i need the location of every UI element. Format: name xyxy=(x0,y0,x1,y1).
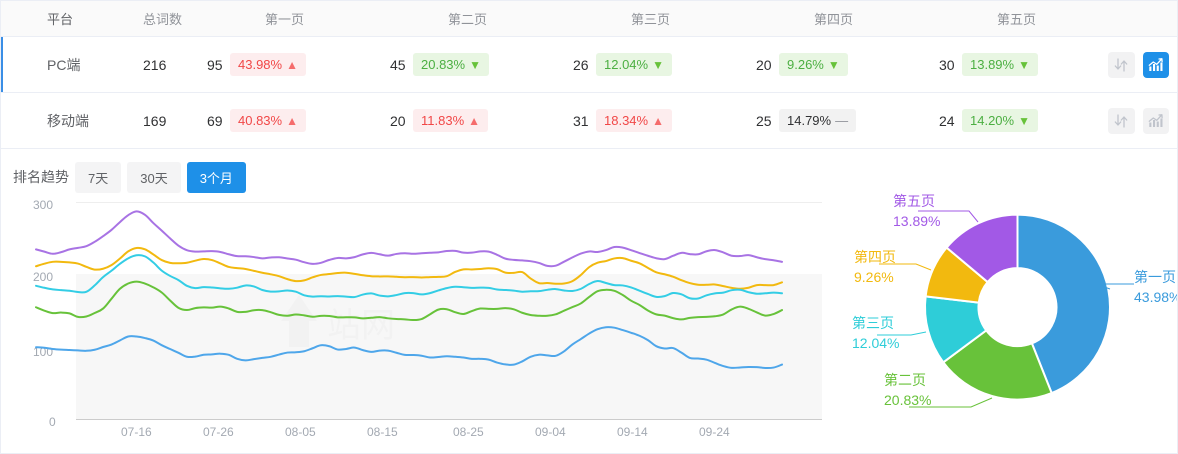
svg-text:站网: 站网 xyxy=(327,307,395,345)
